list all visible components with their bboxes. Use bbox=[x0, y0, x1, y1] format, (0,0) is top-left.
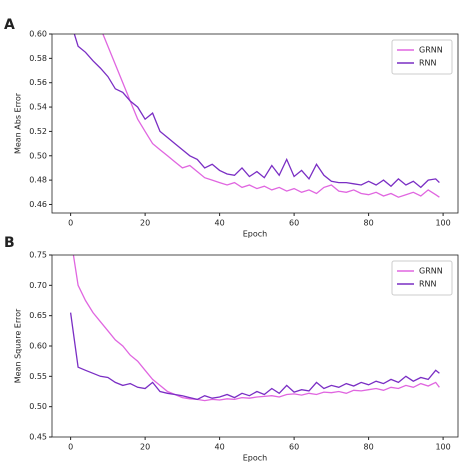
x-tick-label: 40 bbox=[215, 443, 225, 452]
y-axis-label: Mean Abs Error bbox=[14, 92, 23, 154]
line-series bbox=[73, 34, 440, 189]
axes-frame bbox=[51, 33, 459, 214]
y-tick-label: 0.70 bbox=[29, 281, 47, 290]
line-series bbox=[69, 312, 440, 401]
panel-label: A bbox=[4, 17, 15, 33]
y-tick-label: 0.58 bbox=[29, 54, 47, 63]
x-tick-label: 60 bbox=[289, 443, 299, 452]
x-axis-label: Epoch bbox=[243, 454, 268, 463]
y-tick-label: 0.52 bbox=[29, 127, 47, 136]
y-tick-label: 0.55 bbox=[29, 372, 47, 381]
y-tick-label: 0.60 bbox=[29, 30, 47, 39]
legend-label: GRNN bbox=[419, 46, 443, 55]
y-tick-label: 0.60 bbox=[29, 342, 47, 351]
plot-lines bbox=[73, 34, 440, 198]
y-axis-label: Mean Square Error bbox=[14, 308, 23, 383]
legend-label: GRNN bbox=[419, 267, 443, 276]
x-tick-label: 20 bbox=[140, 443, 150, 452]
legend-box bbox=[391, 39, 453, 75]
y-tick-label: 0.50 bbox=[29, 151, 47, 160]
x-axis-label: Epoch bbox=[243, 230, 268, 239]
y-tick-label: 0.56 bbox=[29, 78, 47, 87]
line-series bbox=[102, 34, 440, 198]
x-tick-label: 20 bbox=[140, 219, 150, 228]
y-tick-label: 0.65 bbox=[29, 311, 47, 320]
x-tick-label: 60 bbox=[289, 219, 299, 228]
x-tick-label: 100 bbox=[435, 219, 450, 228]
axes-frame bbox=[51, 254, 459, 438]
x-tick-label: 80 bbox=[364, 443, 374, 452]
x-tick-label: 100 bbox=[435, 443, 450, 452]
x-tick-label: 40 bbox=[215, 219, 225, 228]
plot-lines bbox=[69, 255, 440, 402]
line-series bbox=[72, 255, 440, 402]
y-tick-label: 0.50 bbox=[29, 402, 47, 411]
y-tick-label: 0.54 bbox=[29, 103, 47, 112]
x-tick-label: 80 bbox=[364, 219, 374, 228]
y-tick-label: 0.45 bbox=[29, 433, 47, 442]
y-tick-label: 0.46 bbox=[29, 200, 47, 209]
x-tick-label: 0 bbox=[68, 443, 73, 452]
y-tick-label: 0.48 bbox=[29, 176, 47, 185]
panel-label: B bbox=[4, 235, 15, 251]
x-tick-label: 0 bbox=[68, 219, 73, 228]
legend-box bbox=[391, 260, 453, 296]
y-tick-label: 0.75 bbox=[29, 251, 47, 260]
legend-label: RNN bbox=[419, 59, 437, 68]
legend-label: RNN bbox=[419, 280, 437, 289]
